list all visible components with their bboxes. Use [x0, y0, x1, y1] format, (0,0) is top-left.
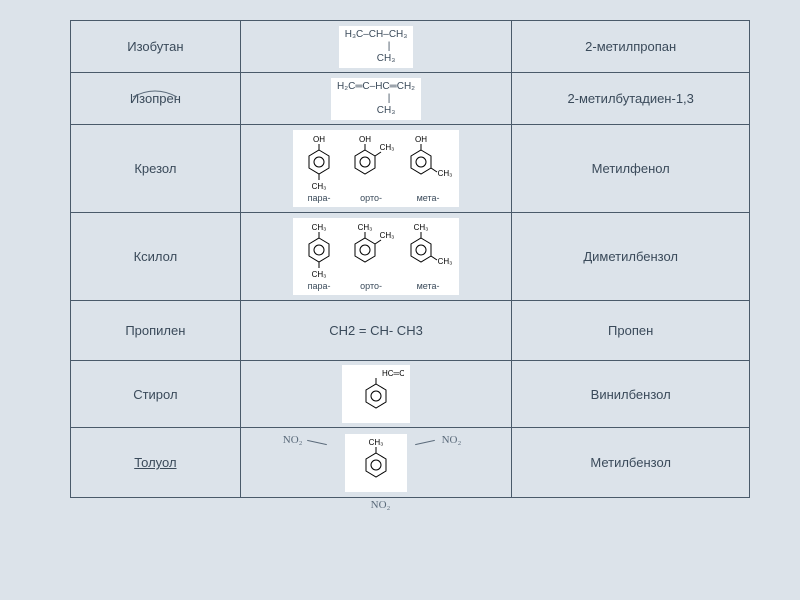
svg-text:CH₃: CH₃ — [414, 223, 429, 232]
table-row: Изопрен H₂C═C–HC═CH₂ | CH₃ 2-метилбутади… — [71, 73, 750, 125]
benzene-ring-icon: CH₃ — [351, 437, 401, 485]
formula-cell: CH2 = CH- CH3 — [240, 301, 512, 361]
formula-cell: H₃C–CH–CH₃ | CH₃ — [240, 21, 512, 73]
formula-text: CH2 = CH- CH3 — [329, 323, 423, 338]
table-row: Толуол CH₃ NO₂ NO₂ NO₂ Метилбензол — [71, 428, 750, 498]
formula-line: CH₃ — [377, 53, 396, 64]
benzene-ring-icon: OH CH₃ — [299, 134, 339, 192]
isomer-meta: CH₃ CH₃ мета- — [403, 222, 453, 291]
benzene-ring-icon: HC═CH₂ — [348, 368, 404, 416]
handwritten-line-icon — [415, 440, 435, 445]
isomer-meta: OH CH₃ мета- — [403, 134, 453, 203]
isomer-label: пара- — [308, 193, 331, 203]
table-row: Пропилен CH2 = CH- CH3 Пропен — [71, 301, 750, 361]
trivial-name: Пропилен — [125, 323, 185, 338]
systematic-name: Метилбензол — [590, 455, 671, 470]
trivial-name-cell: Ксилол — [71, 213, 241, 301]
svg-text:CH₃: CH₃ — [358, 223, 373, 232]
formula-cell: HC═CH₂ — [240, 361, 512, 428]
systematic-name: 2-метилпропан — [585, 39, 676, 54]
systematic-name: 2-метилбутадиен-1,3 — [567, 91, 693, 106]
isomer-label: орто- — [360, 281, 382, 291]
systematic-name: Метилфенол — [592, 161, 670, 176]
benzene-ring-icon: CH₃ CH₃ — [403, 222, 453, 280]
handwritten-annotation: NO₂ — [442, 434, 462, 446]
svg-text:CH₃: CH₃ — [312, 182, 327, 191]
formula-line: H₃C–CH–CH₃ — [345, 29, 408, 41]
table-row: Изобутан H₃C–CH–CH₃ | CH₃ 2-метилпропан — [71, 21, 750, 73]
isomer-para: OH CH₃ пара- — [299, 134, 339, 203]
benzene-ring-icon: OH CH₃ — [403, 134, 453, 192]
trivial-name: Изобутан — [127, 39, 183, 54]
formula-structure: H₂C═C–HC═CH₂ | CH₃ — [331, 78, 421, 120]
formula-structure: H₃C–CH–CH₃ | CH₃ — [339, 26, 414, 68]
isomer-label: орто- — [360, 193, 382, 203]
table-row: Крезол OH CH₃ пара- OH — [71, 125, 750, 213]
systematic-name-cell: Пропен — [512, 301, 750, 361]
systematic-name-cell: 2-метилбутадиен-1,3 — [512, 73, 750, 125]
systematic-name: Пропен — [608, 323, 653, 338]
formula-line: H₂C═C–HC═CH₂ — [337, 81, 415, 93]
formula-connector: | — [388, 41, 391, 52]
table-row: Ксилол CH₃ CH₃ пара- CH₃ — [71, 213, 750, 301]
benzene-ring-icon: CH₃ CH₃ — [299, 222, 339, 280]
table-row: Стирол HC═CH₂ Винилбензол — [71, 361, 750, 428]
trivial-name-cell: Толуол — [71, 428, 241, 498]
isomer-para: CH₃ CH₃ пара- — [299, 222, 339, 291]
isomer-ortho: CH₃ CH₃ орто- — [347, 222, 395, 291]
trivial-name-cell: Изопрен — [71, 73, 241, 125]
trivial-name-cell: Стирол — [71, 361, 241, 428]
systematic-name-cell: Метилбензол — [512, 428, 750, 498]
svg-text:OH: OH — [415, 135, 427, 144]
formula-line: CH₃ — [377, 105, 396, 116]
isomer-label: мета- — [417, 193, 440, 203]
systematic-name-cell: 2-метилпропан — [512, 21, 750, 73]
systematic-name: Диметилбензол — [583, 249, 678, 264]
svg-text:OH: OH — [359, 135, 371, 144]
trivial-name: Толуол — [134, 455, 176, 470]
arc-annotation-icon — [125, 83, 185, 101]
svg-text:CH₃: CH₃ — [438, 257, 453, 266]
svg-text:CH₃: CH₃ — [438, 169, 453, 178]
formula-cell: CH₃ NO₂ NO₂ NO₂ — [240, 428, 512, 498]
chemistry-table: Изобутан H₃C–CH–CH₃ | CH₃ 2-метилпропан … — [70, 20, 750, 498]
formula-cell: H₂C═C–HC═CH₂ | CH₃ — [240, 73, 512, 125]
handwritten-line-icon — [307, 440, 327, 445]
isomer-label: пара- — [308, 281, 331, 291]
svg-text:HC═CH₂: HC═CH₂ — [382, 369, 404, 378]
trivial-name: Стирол — [133, 387, 177, 402]
systematic-name-cell: Винилбензол — [512, 361, 750, 428]
trivial-name-cell: Крезол — [71, 125, 241, 213]
benzene-ring-icon: CH₃ CH₃ — [347, 222, 395, 280]
benzene-ring-icon: OH CH₃ — [347, 134, 395, 192]
svg-text:CH₃: CH₃ — [312, 223, 327, 232]
formula-cell: OH CH₃ пара- OH — [240, 125, 512, 213]
svg-text:OH: OH — [313, 135, 325, 144]
isomer-structures: CH₃ CH₃ пара- CH₃ — [293, 218, 459, 295]
svg-text:CH₃: CH₃ — [369, 438, 384, 447]
formula-connector: | — [388, 93, 391, 104]
formula-structure: CH₃ — [345, 434, 407, 492]
handwritten-annotation: NO₂ — [283, 434, 303, 446]
handwritten-annotation: NO₂ — [371, 499, 391, 511]
trivial-name: Ксилол — [134, 249, 178, 264]
trivial-name-cell: Изобутан — [71, 21, 241, 73]
isomer-label: мета- — [417, 281, 440, 291]
systematic-name: Винилбензол — [591, 387, 671, 402]
svg-text:CH₃: CH₃ — [312, 270, 327, 279]
isomer-structures: OH CH₃ пара- OH — [293, 130, 459, 207]
trivial-name-cell: Пропилен — [71, 301, 241, 361]
formula-structure: HC═CH₂ — [342, 365, 410, 423]
svg-text:CH₃: CH₃ — [380, 143, 395, 152]
systematic-name-cell: Метилфенол — [512, 125, 750, 213]
svg-text:CH₃: CH₃ — [380, 231, 395, 240]
isomer-ortho: OH CH₃ орто- — [347, 134, 395, 203]
formula-cell: CH₃ CH₃ пара- CH₃ — [240, 213, 512, 301]
systematic-name-cell: Диметилбензол — [512, 213, 750, 301]
trivial-name: Крезол — [134, 161, 176, 176]
